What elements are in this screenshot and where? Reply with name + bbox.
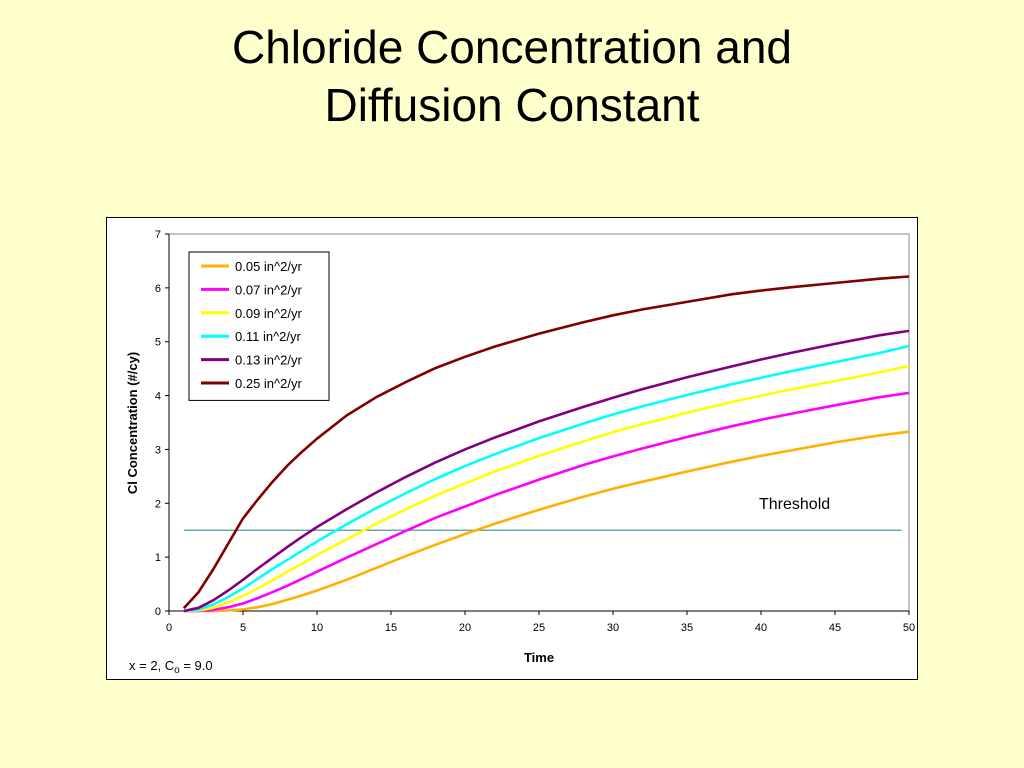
- x-tick-label: 5: [240, 622, 246, 634]
- slide-title-line-2: Diffusion Constant: [324, 79, 700, 131]
- y-tick-label: 1: [155, 552, 161, 564]
- y-tick-label: 5: [155, 337, 161, 349]
- legend-label: 0.25 in^2/yr: [235, 376, 302, 391]
- legend: 0.05 in^2/yr 0.07 in^2/yr 0.09 in^2/yr 0.11…: [188, 251, 330, 401]
- series-line-6: [182, 275, 910, 610]
- legend-label: 0.07 in^2/yr: [235, 282, 302, 297]
- y-tick-label: 7: [155, 229, 161, 241]
- legend-label: 0.05 in^2/yr: [235, 259, 302, 274]
- chart-frame: 0 1 2 3 4 5 6 7 0 5 10 15 20 25 30 35 40 45 50 Time Cl Con…: [106, 217, 918, 680]
- x-tick-label: 40: [755, 622, 767, 634]
- note-prefix: x = 2, C: [129, 658, 174, 673]
- parameter-note: x = 2, Co = 9.0: [129, 658, 213, 676]
- x-tick-label: 35: [681, 622, 693, 634]
- y-tick-label: 2: [155, 498, 161, 510]
- x-tick-label: 50: [903, 622, 915, 634]
- y-axis-title: Cl Concentration (#/cy): [125, 352, 140, 494]
- x-tick-label: 15: [385, 622, 397, 634]
- y-tick-label: 0: [155, 606, 161, 618]
- x-tick-label: 20: [459, 622, 471, 634]
- x-tick-label: 0: [166, 622, 172, 634]
- note-subscript: o: [174, 665, 180, 676]
- x-tick-label: 30: [607, 622, 619, 634]
- x-tick-label: 45: [829, 622, 841, 634]
- y-tick-label: 6: [155, 283, 161, 295]
- series-line-5: [183, 329, 910, 613]
- y-tick-label: 3: [155, 444, 161, 456]
- series-group: [182, 275, 910, 613]
- slide-title: Chloride Concentration and Diffusion Con…: [0, 18, 1024, 134]
- x-tick-label: 25: [533, 622, 545, 634]
- x-tick-label: 10: [311, 622, 323, 634]
- legend-label: 0.13 in^2/yr: [235, 353, 302, 368]
- x-axis-title: Time: [524, 650, 554, 665]
- threshold-label: Threshold: [759, 496, 830, 513]
- slide-title-line-1: Chloride Concentration and: [231, 21, 793, 73]
- series-line-4: [183, 344, 910, 613]
- legend-box: [188, 251, 330, 401]
- series-line-2: [183, 391, 910, 613]
- y-tick-label: 4: [155, 391, 161, 403]
- series-line-3: [183, 364, 910, 613]
- legend-label: 0.09 in^2/yr: [235, 306, 302, 321]
- series-line-1: [183, 430, 910, 613]
- note-suffix: = 9.0: [180, 658, 213, 673]
- legend-label: 0.11 in^2/yr: [235, 329, 302, 344]
